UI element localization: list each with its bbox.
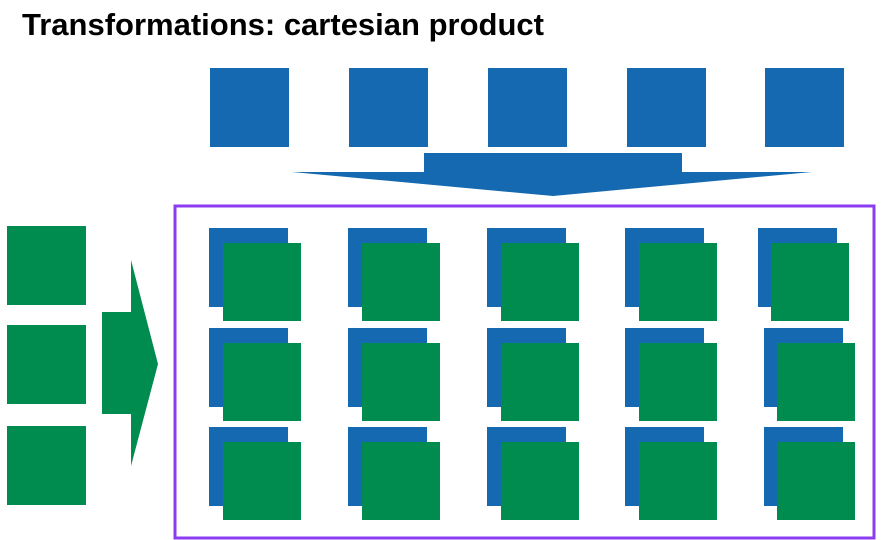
- down-arrow: [292, 153, 812, 196]
- result-pair-green-square: [362, 243, 440, 321]
- result-pair-green-square: [639, 442, 717, 520]
- result-pair-green-square: [362, 343, 440, 421]
- result-pair-green-square: [223, 442, 301, 520]
- result-pair-green-square: [223, 343, 301, 421]
- result-pair-green-square: [777, 442, 855, 520]
- result-pair-green-square: [362, 442, 440, 520]
- left-set-square: [7, 325, 86, 404]
- right-arrow: [102, 260, 158, 466]
- page-title: Transformations: cartesian product: [22, 7, 544, 42]
- left-set-square: [7, 226, 86, 305]
- result-frame: [173, 204, 876, 540]
- result-pair-green-square: [501, 243, 579, 321]
- left-set-square: [7, 426, 86, 505]
- top-set-square: [349, 68, 428, 147]
- result-grid: [209, 228, 855, 520]
- result-pair-green-square: [771, 243, 849, 321]
- top-set-square: [210, 68, 289, 147]
- result-pair-green-square: [639, 243, 717, 321]
- top-set-square: [765, 68, 844, 147]
- result-pair-green-square: [777, 343, 855, 421]
- top-set-square: [627, 68, 706, 147]
- result-pair-green-square: [223, 243, 301, 321]
- top-set-square: [488, 68, 567, 147]
- result-pair-green-square: [501, 343, 579, 421]
- result-pair-green-square: [639, 343, 717, 421]
- top-set: [210, 68, 844, 147]
- result-pair-green-square: [501, 442, 579, 520]
- left-set: [7, 226, 86, 505]
